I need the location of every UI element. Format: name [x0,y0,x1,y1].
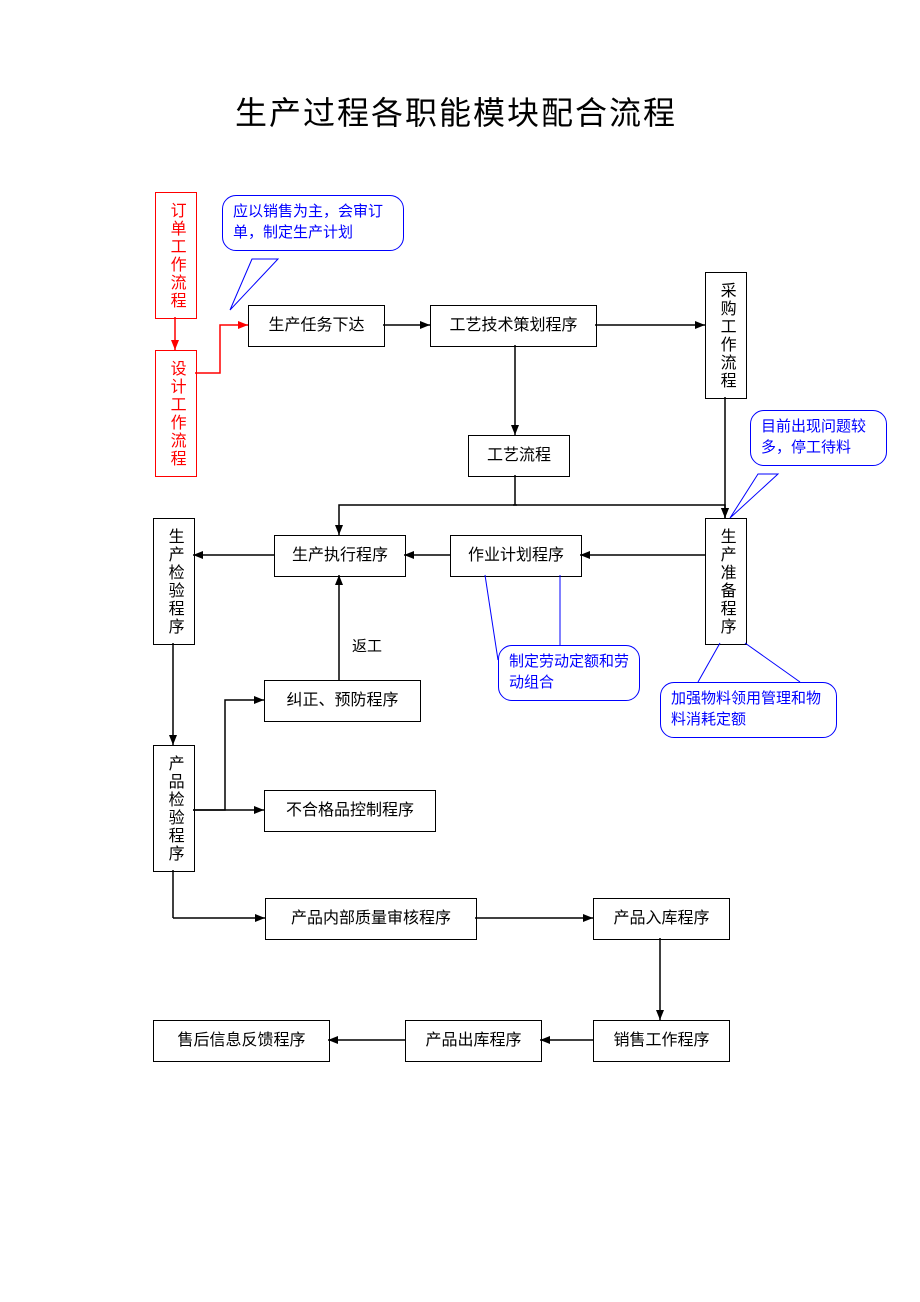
node-ncp: 不合格品控制程序 [264,790,436,832]
node-process: 工艺流程 [468,435,570,477]
node-out: 产品出库程序 [405,1020,542,1062]
callout-stoppage: 目前出现问题较多，停工待料 [750,410,887,466]
callout-materials: 加强物料领用管理和物料消耗定额 [660,682,837,738]
callout-labor-quota: 制定劳动定额和劳动组合 [498,645,640,701]
edges-layer [0,0,920,1302]
node-order: 订单工作流程 [155,192,197,319]
callout-sales-plan: 应以销售为主，会审订单，制定生产计划 [222,195,404,251]
node-prep: 生产准备程序 [705,518,747,645]
node-techplan: 工艺技术策划程序 [430,305,597,347]
node-prodinsp: 生产检验程序 [153,518,195,645]
node-task: 生产任务下达 [248,305,385,347]
node-iqa: 产品内部质量审核程序 [265,898,477,940]
node-pinsp: 产品检验程序 [153,745,195,872]
chart-title: 生产过程各职能模块配合流程 [235,88,677,134]
node-in: 产品入库程序 [593,898,730,940]
node-sales: 销售工作程序 [593,1020,730,1062]
node-exec: 生产执行程序 [274,535,406,577]
node-design: 设计工作流程 [155,350,197,477]
flowchart-canvas: 生产过程各职能模块配合流程 订单工作流程 设计工作流程 生产任务下达 工艺技术策… [0,0,920,1302]
node-after: 售后信息反馈程序 [153,1020,330,1062]
node-procure: 采购工作流程 [705,272,747,399]
node-jobplan: 作业计划程序 [450,535,582,577]
label-rework: 返工 [352,635,382,656]
node-correct: 纠正、预防程序 [264,680,421,722]
